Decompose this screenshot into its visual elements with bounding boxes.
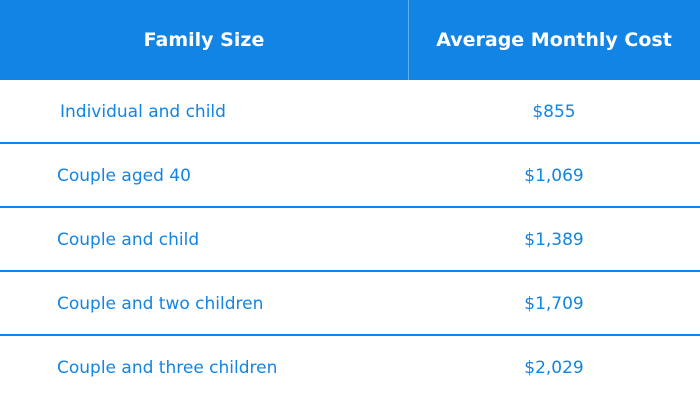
table-row: Couple and two children $1,709 [0, 272, 700, 336]
row-separator [0, 206, 700, 208]
table-row: Couple and child $1,389 [0, 208, 700, 272]
family-size-cell: Couple and three children [57, 358, 278, 378]
monthly-cost-cell: $1,709 [524, 294, 584, 314]
row-separator [0, 270, 700, 272]
header-family-size: Family Size [143, 29, 265, 51]
family-size-cell: Individual and child [60, 102, 226, 122]
monthly-cost-cell: $855 [532, 102, 576, 122]
row-separator [0, 142, 700, 144]
table-row: Couple and three children $2,029 [0, 336, 700, 400]
family-size-cell: Couple and two children [57, 294, 264, 314]
monthly-cost-cell: $2,029 [524, 358, 584, 378]
table-row: Couple aged 40 $1,069 [0, 144, 700, 208]
family-size-cell: Couple and child [57, 230, 200, 250]
header-divider [408, 0, 409, 80]
header-average-monthly-cost: Average Monthly Cost [436, 29, 672, 51]
row-separator [0, 334, 700, 336]
table-header: Family Size Average Monthly Cost [0, 0, 700, 80]
family-size-cell: Couple aged 40 [57, 166, 191, 186]
table-row: Individual and child $855 [0, 80, 700, 144]
monthly-cost-cell: $1,069 [524, 166, 584, 186]
monthly-cost-cell: $1,389 [524, 230, 584, 250]
